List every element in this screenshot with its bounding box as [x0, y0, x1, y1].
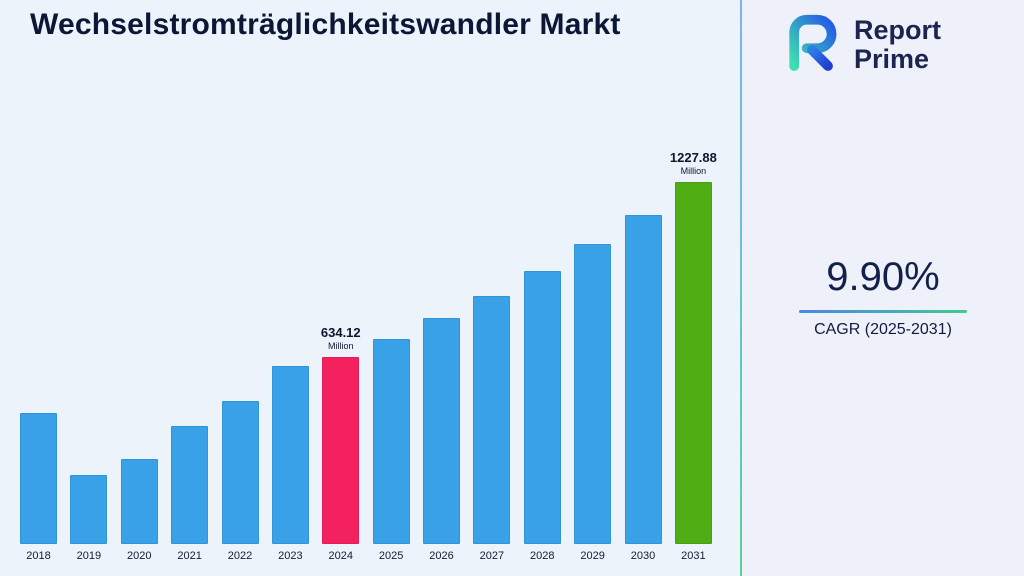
bar-group-2019: 2019: [70, 132, 108, 562]
bar-2025: [372, 339, 410, 544]
bar-group-2025: 2025: [372, 132, 410, 562]
bar-2023: [271, 366, 309, 544]
x-tick-2019: 2019: [76, 550, 102, 562]
logo-wordmark: Report Prime: [854, 14, 941, 74]
bar-group-2020: 2020: [120, 132, 158, 562]
x-tick-2027: 2027: [479, 550, 505, 562]
value-label-2031: 1227.88 Million: [669, 150, 717, 176]
bar-group-2024: 634.12 Million 2024: [320, 132, 361, 562]
bar-group-2022: 2022: [221, 132, 259, 562]
x-tick-2023: 2023: [278, 550, 303, 562]
page-title: Wechselstromträglichkeitswandler Markt: [30, 8, 621, 41]
logo-line-report: Report: [854, 14, 941, 45]
bar-2020: [120, 459, 158, 544]
bar-2027: [473, 296, 511, 544]
value-label-2024: 634.12 Million: [320, 325, 361, 351]
x-tick-2018: 2018: [26, 550, 51, 562]
logo-line-prime: Prime: [854, 43, 930, 74]
x-tick-2020: 2020: [127, 550, 152, 562]
cagr-label: CAGR (2025-2031): [814, 321, 952, 338]
bar-group-2021: 2021: [171, 132, 209, 562]
report-prime-logo: Report Prime: [780, 12, 941, 77]
bar-2018: [20, 413, 57, 544]
section-divider: [740, 0, 742, 576]
x-tick-2031: 2031: [681, 550, 706, 562]
bar-2028: [523, 271, 561, 544]
bar-2022: [221, 401, 259, 544]
x-tick-2026: 2026: [429, 550, 454, 562]
bar-group-2029: 2029: [574, 132, 612, 562]
x-tick-2029: 2029: [580, 550, 605, 562]
cagr-block: 9.90% CAGR (2025-2031): [742, 255, 1024, 339]
x-tick-2021: 2021: [177, 550, 202, 562]
x-tick-2028: 2028: [530, 550, 555, 562]
bar-2026: [423, 318, 460, 544]
bar-2021: [171, 426, 209, 544]
bar-group-2030: 2030: [624, 132, 662, 562]
x-tick-2022: 2022: [227, 550, 253, 562]
bar-group-2023: 2023: [271, 132, 309, 562]
bar-chart: 2018 2019 2020 2021 2022 2023 634.12 Million 202…: [20, 132, 717, 562]
report-prime-logo-icon: [780, 12, 844, 77]
x-tick-2024: 2024: [328, 550, 353, 562]
x-tick-2025: 2025: [378, 550, 404, 562]
cagr-value: 9.90%: [826, 255, 940, 299]
cagr-underline: [799, 310, 967, 313]
bar-2024: [322, 357, 360, 544]
bar-group-2018: 2018: [20, 132, 57, 562]
bar-group-2026: 2026: [423, 132, 460, 562]
right-panel: Report Prime 9.90% CAGR (2025-2031): [742, 0, 1024, 576]
x-tick-2030: 2030: [630, 550, 656, 562]
bar-2030: [624, 215, 662, 544]
bar-group-2028: 2028: [523, 132, 561, 562]
bar-2029: [574, 244, 612, 544]
bar-group-2027: 2027: [473, 132, 511, 562]
bar-2031: [674, 182, 712, 544]
bar-2019: [70, 475, 108, 544]
bar-group-2031: 1227.88 Million 2031: [670, 132, 717, 562]
